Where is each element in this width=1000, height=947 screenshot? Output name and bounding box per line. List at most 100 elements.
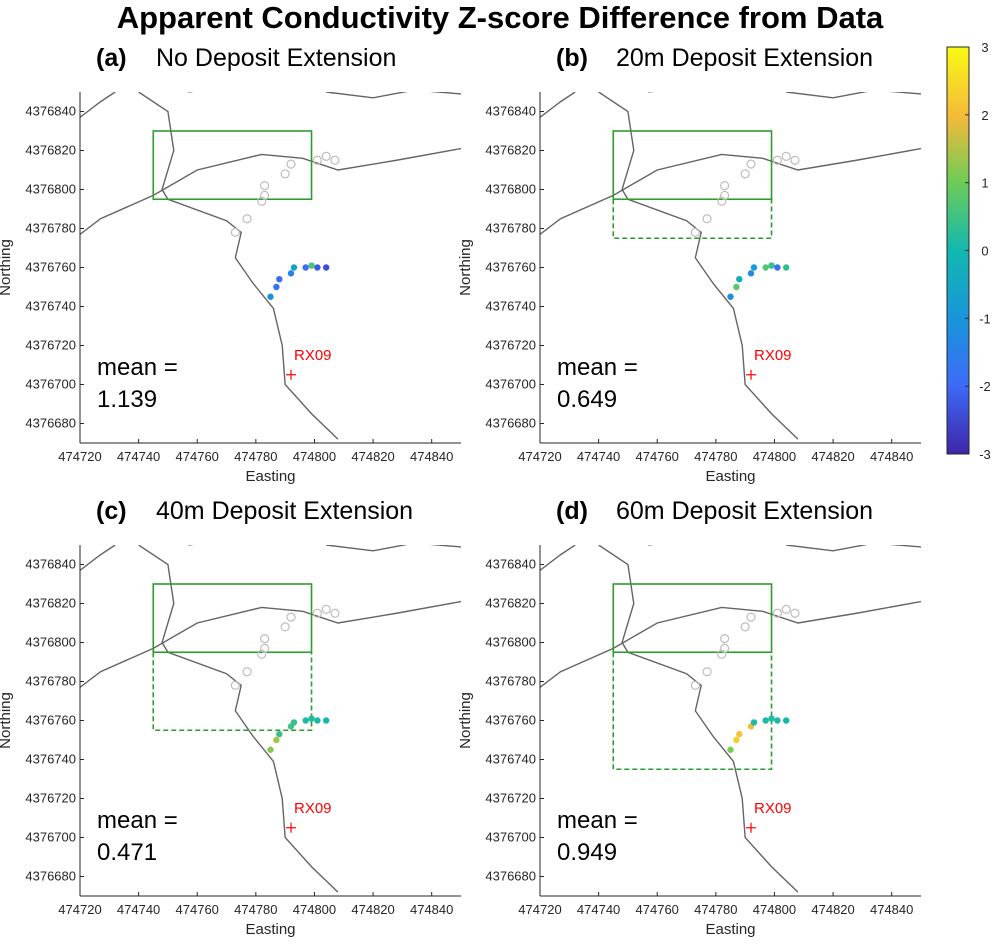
x-axis-label: Easting xyxy=(705,921,755,938)
x-tick-label: 474720 xyxy=(518,449,561,464)
y-tick-label: 4376780 xyxy=(25,221,76,236)
x-tick-label: 474840 xyxy=(410,902,453,917)
mean-value: 0.949 xyxy=(557,839,617,866)
y-tick-label: 4376780 xyxy=(485,221,536,236)
y-tick-label: 4376740 xyxy=(25,299,76,314)
panel-label: (b) xyxy=(556,44,588,72)
map-outline xyxy=(648,92,654,93)
x-tick-label: 474740 xyxy=(577,902,620,917)
x-tick-label: 474780 xyxy=(694,449,737,464)
map-outline xyxy=(540,92,576,118)
chart-panel: (c) 40m Deposit Extension RX09 mean = 0.471 4… xyxy=(0,497,461,938)
y-tick-label: 4376840 xyxy=(25,104,76,119)
y-tick-label: 4376840 xyxy=(25,557,76,572)
extension-box xyxy=(612,652,773,771)
map-outline xyxy=(326,545,461,552)
map-outline xyxy=(540,147,921,235)
map-outline xyxy=(540,600,921,688)
reference-ring xyxy=(321,151,331,161)
y-tick-label: 4376700 xyxy=(485,377,536,392)
y-tick-label: 4376820 xyxy=(25,143,76,158)
data-point xyxy=(736,276,743,283)
colorbar-tick-label: 1 xyxy=(981,176,988,191)
reference-ring xyxy=(230,680,240,691)
mean-value: 1.139 xyxy=(97,386,157,413)
x-tick-label: 474760 xyxy=(636,449,679,464)
data-point xyxy=(308,262,315,269)
extension-box xyxy=(152,652,313,732)
y-tick-label: 4376720 xyxy=(485,338,536,353)
extension-box xyxy=(612,199,773,240)
y-tick-label: 4376720 xyxy=(485,791,536,806)
mean-label: mean = xyxy=(557,354,638,381)
data-point xyxy=(774,717,781,724)
x-tick-label: 474740 xyxy=(577,449,620,464)
mean-label: mean = xyxy=(97,354,178,381)
plot-area: RX09 xyxy=(80,545,461,893)
reference-ring xyxy=(772,155,782,165)
reference-ring xyxy=(781,151,791,161)
reference-ring xyxy=(702,667,712,677)
x-tick-label: 474780 xyxy=(234,449,277,464)
receiver-label: RX09 xyxy=(754,800,792,817)
y-tick-label: 4376760 xyxy=(485,713,536,728)
y-axis-label: Northing xyxy=(457,692,474,749)
map-outline xyxy=(786,92,921,99)
data-point xyxy=(736,730,743,738)
y-tick-label: 4376680 xyxy=(25,869,76,884)
colorbar-tick-label: 2 xyxy=(981,108,988,123)
data-point xyxy=(768,262,775,269)
data-point xyxy=(273,736,280,744)
reference-ring xyxy=(717,196,727,206)
y-tick-label: 4376820 xyxy=(485,143,536,158)
reference-ring xyxy=(230,227,240,237)
reference-ring xyxy=(260,643,270,653)
reference-ring xyxy=(260,181,270,191)
reference-ring xyxy=(690,680,700,691)
chart-panel: (a) No Deposit Extension RX09 mean = 1.139 47… xyxy=(0,44,461,485)
x-tick-label: 474820 xyxy=(351,902,394,917)
reference-ring xyxy=(321,604,331,614)
y-tick-label: 4376720 xyxy=(25,338,76,353)
map-outline xyxy=(80,545,116,571)
reference-ring xyxy=(790,608,800,618)
map-outline xyxy=(80,600,461,688)
chart-panel: (d) 60m Deposit Extension RX09 mean = 0.949 4… xyxy=(457,497,921,938)
data-point xyxy=(302,264,309,271)
x-tick-label: 474820 xyxy=(811,902,854,917)
reference-ring xyxy=(312,608,322,618)
mean-label: mean = xyxy=(557,807,638,834)
x-axis-label: Easting xyxy=(245,921,295,938)
map-outline xyxy=(598,92,799,440)
panel-title: 40m Deposit Extension xyxy=(156,497,413,525)
reference-ring xyxy=(717,649,727,659)
data-point xyxy=(276,276,283,283)
y-tick-label: 4376700 xyxy=(25,377,76,392)
x-axis-label: Easting xyxy=(245,468,295,485)
data-point xyxy=(290,264,298,271)
x-tick-label: 474800 xyxy=(293,902,336,917)
x-tick-label: 474800 xyxy=(293,449,336,464)
reference-ring xyxy=(280,622,290,632)
x-tick-label: 474780 xyxy=(694,902,737,917)
data-point xyxy=(774,264,781,271)
x-tick-label: 474820 xyxy=(351,449,394,464)
reference-ring xyxy=(280,169,290,179)
colorbar-tick-label: 0 xyxy=(981,244,988,259)
reference-ring xyxy=(286,612,296,622)
panel-title: No Deposit Extension xyxy=(156,44,396,72)
x-tick-label: 474720 xyxy=(518,902,561,917)
reference-ring xyxy=(690,227,700,237)
y-tick-label: 4376840 xyxy=(485,557,536,572)
reference-ring xyxy=(242,214,252,224)
x-tick-label: 474720 xyxy=(58,449,101,464)
deposit-box xyxy=(152,130,313,201)
y-tick-label: 4376800 xyxy=(485,182,536,197)
panel-title: 60m Deposit Extension xyxy=(616,497,873,525)
reference-ring xyxy=(746,159,756,169)
data-point xyxy=(768,715,775,722)
reference-ring xyxy=(740,169,750,179)
reference-ring xyxy=(242,667,252,677)
reference-ring xyxy=(286,159,296,169)
